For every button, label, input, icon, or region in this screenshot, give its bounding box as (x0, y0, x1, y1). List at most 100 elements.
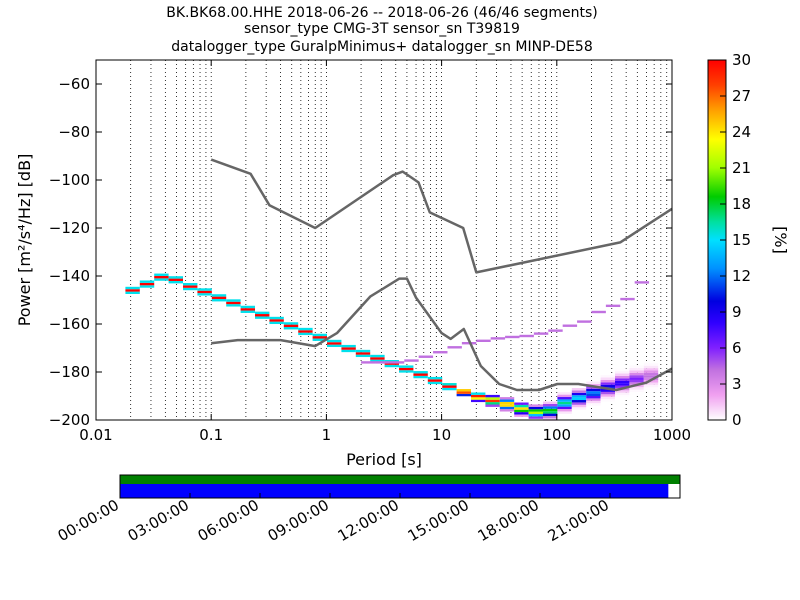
ppsd-cell (543, 413, 558, 416)
ppsd-cell (600, 396, 616, 400)
ppsd-cell (139, 285, 155, 288)
ppsd-cell (600, 391, 616, 395)
chart-title-line-3: datalogger_type GuralpMinimus+ datalogge… (171, 39, 592, 55)
ppsd-cell (600, 389, 616, 392)
ppsd-cell (557, 394, 572, 398)
ppsd-cell (125, 291, 140, 294)
ppsd-cell (615, 383, 630, 386)
ppsd-cell (629, 375, 644, 378)
ppsd-cell (514, 414, 529, 417)
colorbar-tick-label: 27 (732, 87, 751, 105)
ppsd-cell (615, 368, 630, 372)
ppsd-cell (586, 381, 601, 384)
ppsd-cell (514, 412, 529, 415)
ppsd-cell (533, 332, 549, 335)
ppsd-cell (240, 305, 256, 309)
ppsd-cell (485, 399, 500, 403)
timeline-frame (119, 474, 681, 499)
timeline-bar (120, 484, 669, 498)
ppsd-cell (514, 402, 529, 405)
ppsd-cell (571, 392, 587, 396)
timeline-bars (120, 475, 680, 498)
ppsd-cell (629, 382, 644, 385)
ppsd-cell (586, 391, 601, 394)
ppsd-cell (615, 371, 630, 374)
y-tick-label: −200 (49, 411, 90, 429)
ppsd-cell (600, 377, 616, 380)
ppsd-cell (499, 409, 515, 412)
ppsd-cell (499, 401, 515, 405)
ppsd-cell (370, 359, 385, 363)
ppsd-cell (528, 416, 544, 419)
ppsd-cell (629, 367, 644, 371)
ppsd-cell (197, 288, 212, 291)
ppsd-cell (543, 401, 558, 404)
colorbar-tick-label: 12 (732, 267, 751, 285)
ppsd-cell (154, 275, 169, 279)
colorbar-tick-label: 6 (732, 339, 742, 357)
ppsd-cell (418, 355, 434, 358)
ppsd-cell (327, 339, 342, 343)
colorbar-tick-label: 15 (732, 231, 751, 249)
plot-frame (95, 59, 673, 421)
ppsd-cell (327, 344, 342, 348)
ppsd-cell (375, 361, 390, 364)
ppsd-heatmap (125, 273, 659, 421)
ppsd-cell (298, 327, 313, 331)
ppsd-cell (605, 304, 621, 308)
ppsd-cell (600, 379, 616, 383)
colorbar-label: [%] (771, 226, 790, 254)
ppsd-cell (615, 395, 630, 398)
ppsd-cell (629, 370, 644, 373)
ppsd-cell (557, 406, 572, 410)
ppsd-cell (643, 363, 659, 366)
ppsd-cell (600, 394, 616, 397)
ppsd-cell (571, 407, 587, 410)
ppsd-cell (399, 370, 414, 373)
chart-title-line-1: BK.BK68.00.HHE 2018-06-26 -- 2018-06-26 … (166, 5, 598, 21)
ppsd-cell (197, 290, 212, 294)
ppsd-cell (557, 397, 572, 400)
ppsd-cell (433, 351, 448, 354)
ppsd-cell (586, 388, 601, 392)
ppsd-cell (557, 404, 572, 407)
ppsd-cell (240, 310, 256, 313)
ppsd-cell (528, 409, 544, 412)
ppsd-cell (571, 397, 587, 401)
ppsd-cell (543, 403, 558, 407)
ppsd-cell (125, 286, 140, 290)
ppsd-cell (168, 280, 184, 284)
ppsd-cell (514, 407, 529, 410)
ppsd-cell (600, 384, 616, 388)
ppsd-cell (577, 320, 592, 323)
ppsd-cell (615, 375, 630, 379)
ppsd-cell (643, 370, 659, 373)
ppsd-cell (269, 321, 284, 325)
ppsd-cell (557, 411, 572, 414)
ppsd-cell (499, 406, 515, 410)
ppsd-cell (139, 280, 155, 283)
ppsd-cell (615, 378, 630, 381)
ppsd-cell (514, 404, 529, 408)
ppsd-cell (327, 342, 342, 345)
ppsd-cell (557, 401, 572, 405)
ppsd-cell (629, 377, 644, 380)
ppsd-cell (168, 278, 184, 281)
ppsd-cell (283, 322, 299, 325)
ppsd-cell (591, 310, 606, 314)
ppsd-cell (442, 383, 457, 386)
ppsd-cell (600, 382, 616, 385)
ppsd-cell (183, 287, 198, 291)
colorbar-tick-label: 18 (732, 195, 751, 213)
ppsd-cell (413, 375, 428, 379)
ppsd-cell (211, 299, 227, 302)
ppsd-cell (240, 308, 256, 311)
ppsd-cell (154, 278, 169, 281)
ppsd-cell (471, 394, 486, 398)
ppsd-cell (643, 389, 659, 393)
ppsd-cell (370, 354, 385, 358)
ppsd-cell (485, 394, 500, 398)
ppsd-cell (490, 337, 506, 340)
colorbar-tick-label: 9 (732, 303, 742, 321)
ppsd-cell (427, 376, 443, 380)
